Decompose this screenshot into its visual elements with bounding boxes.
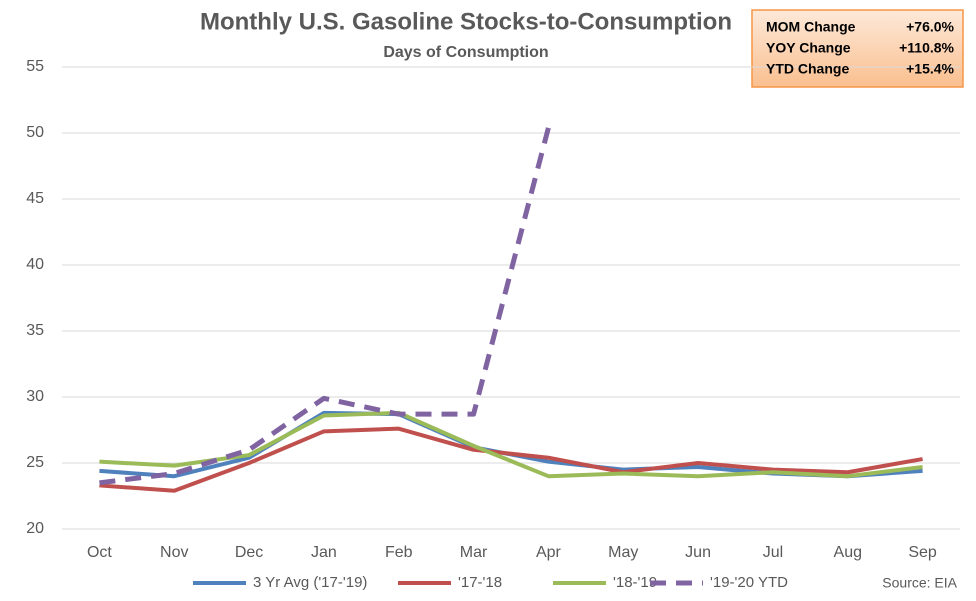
legend-label: '17-'18 [458,574,502,591]
source: Source: EIA [882,575,957,591]
series-line [99,426,923,493]
stat-value: +110.8% [899,40,954,56]
x-tick-label: Feb [385,544,413,561]
y-tick-label: 20 [26,520,44,537]
y-tick-label: 25 [26,454,44,471]
legend-label: '18-'19 [613,574,657,591]
x-tick-label: Nov [160,544,188,561]
chart-title: Monthly U.S. Gasoline Stocks-to-Consumpt… [200,8,732,35]
chart-subtitle: Days of Consumption [383,44,548,61]
x-tick-label: Mar [460,544,488,561]
y-tick-label: 55 [26,58,44,75]
y-tick-label: 30 [26,388,44,405]
stat-value: +76.0% [906,19,954,35]
y-tick-label: 45 [26,190,44,207]
series-line [99,410,923,479]
series-line [99,127,551,486]
stat-value: +15.4% [906,61,954,77]
stat-label: YOY Change [766,40,851,56]
y-tick-label: 50 [26,124,44,141]
series-line [99,410,923,479]
x-tick-label: Jul [763,544,783,561]
y-tick-label: 35 [26,322,44,339]
y-tick-label: 40 [26,256,44,273]
x-tick-label: Aug [834,544,862,561]
legend-label: 3 Yr Avg ('17-'19) [253,574,367,591]
x-tick-label: Apr [536,544,562,561]
legend-label: '19-'20 YTD [710,574,788,591]
x-tick-label: Jan [311,544,337,561]
x-tick-label: May [608,544,638,561]
x-tick-label: Sep [908,544,937,561]
stats-box [751,9,964,88]
x-tick-label: Dec [235,544,263,561]
x-tick-label: Oct [87,544,112,561]
stat-label: YTD Change [766,61,849,77]
x-tick-label: Jun [685,544,711,561]
stat-label: MOM Change [766,19,856,35]
